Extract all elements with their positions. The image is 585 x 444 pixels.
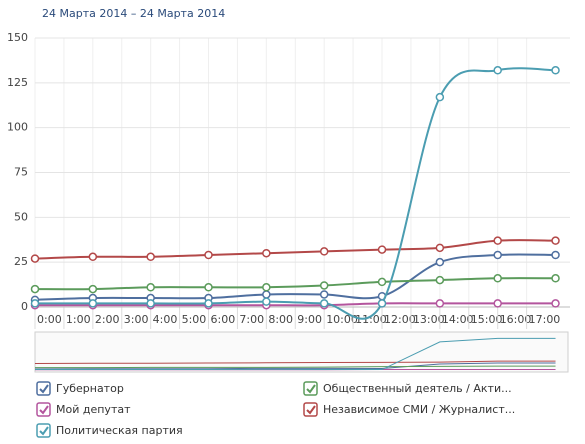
x-tick-label: 2:00 (95, 313, 120, 326)
y-tick-label: 100 (7, 121, 28, 134)
point-marker (88, 284, 98, 294)
point-marker (319, 281, 329, 290)
navigator[interactable] (34, 331, 569, 373)
y-tick-label: 150 (7, 31, 28, 44)
y-tick-label: 125 (7, 76, 28, 89)
x-tick-label: 3:00 (124, 313, 149, 326)
point-marker (146, 283, 155, 292)
legend-checkbox[interactable] (36, 381, 51, 396)
point-marker (88, 252, 98, 262)
point-marker (435, 275, 445, 285)
x-tick-label: 15:00 (471, 313, 503, 326)
point-marker (30, 254, 40, 263)
point-marker (377, 245, 387, 254)
point-marker (262, 290, 271, 299)
x-tick-label: 10:00 (326, 313, 358, 326)
point-marker (30, 284, 40, 294)
legend-checkbox[interactable] (36, 402, 51, 417)
point-marker (377, 299, 387, 308)
point-marker (435, 257, 445, 267)
point-marker (493, 66, 502, 75)
point-marker (319, 247, 329, 256)
point-marker (493, 250, 502, 260)
point-marker (493, 299, 502, 308)
y-tick-label: 50 (14, 210, 28, 223)
legend-check (306, 405, 316, 415)
point-marker (493, 274, 502, 283)
x-tick-label: 13:00 (413, 313, 445, 326)
point-marker (551, 66, 560, 75)
point-marker (551, 236, 560, 245)
navigator-line (35, 337, 556, 371)
x-tick-label: 5:00 (182, 313, 207, 326)
legend-checkbox[interactable] (303, 402, 318, 417)
x-tick-label: 17:00 (529, 313, 561, 326)
legend-label[interactable]: Мой депутат (56, 403, 131, 416)
chart-title: 24 Марта 2014 – 24 Марта 2014 (42, 7, 225, 20)
x-tick-label: 1:00 (66, 313, 91, 326)
x-tick-label: 6:00 (211, 313, 236, 326)
legend-label[interactable]: Политическая партия (56, 424, 183, 437)
point-marker (30, 299, 40, 308)
point-marker (435, 92, 445, 102)
x-tick-label: 14:00 (442, 313, 474, 326)
point-marker (493, 236, 502, 245)
x-tick-label: 12:00 (384, 313, 416, 326)
point-marker (377, 277, 387, 287)
point-marker (204, 250, 213, 260)
point-marker (262, 297, 271, 306)
point-marker (262, 283, 271, 292)
y-tick-label: 75 (14, 166, 28, 179)
legend-label[interactable]: Независимое СМИ / Журналист... (323, 403, 515, 416)
point-marker (435, 299, 445, 308)
navigator-line (35, 365, 556, 369)
legend-checkbox[interactable] (36, 423, 51, 438)
navigator-line (34, 360, 556, 365)
point-marker (435, 243, 445, 253)
legend-check (39, 405, 49, 415)
point-marker (146, 299, 155, 308)
x-tick-label: 7:00 (239, 313, 264, 326)
legend-check (39, 426, 49, 436)
navigator-line (34, 362, 556, 370)
y-tick-label: 0 (21, 300, 28, 313)
x-tick-label: 8:00 (268, 313, 293, 326)
point-marker (319, 299, 329, 308)
x-tick-label: 0:00 (37, 313, 62, 326)
x-tick-label: 11:00 (355, 313, 387, 326)
series-line (34, 277, 556, 291)
legend-check (306, 384, 316, 394)
point-marker (551, 250, 560, 260)
point-marker (551, 274, 560, 283)
point-marker (146, 252, 155, 262)
x-tick-label: 4:00 (153, 313, 178, 326)
legend-label[interactable]: Общественный деятель / Акти... (323, 382, 512, 395)
y-tick-label: 25 (14, 255, 28, 268)
point-marker (88, 299, 98, 308)
series-line (35, 302, 556, 307)
point-marker (262, 248, 271, 258)
x-tick-label: 9:00 (297, 313, 322, 326)
point-marker (204, 299, 213, 308)
point-marker (204, 283, 213, 292)
legend-check (39, 384, 49, 394)
x-tick-label: 16:00 (500, 313, 532, 326)
series-line (34, 239, 556, 260)
point-marker (319, 290, 329, 299)
legend-checkbox[interactable] (303, 381, 318, 396)
series-line (34, 253, 556, 301)
point-marker (551, 299, 560, 308)
legend-label[interactable]: Губернатор (56, 382, 124, 395)
